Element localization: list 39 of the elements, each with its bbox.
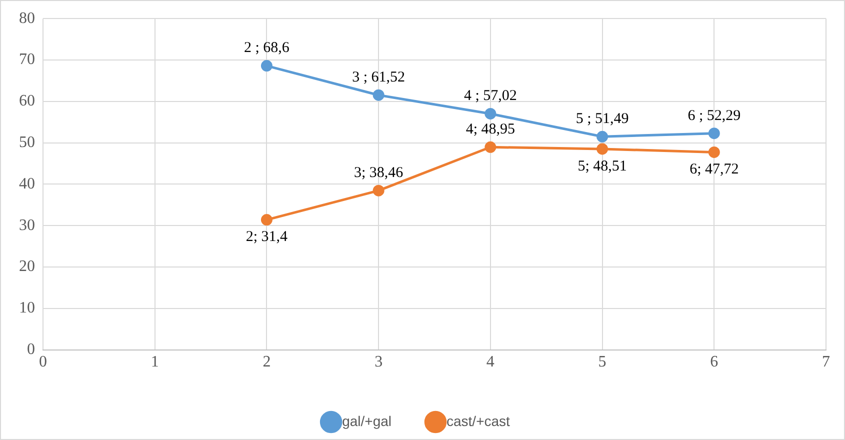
x-tick-label: 3 <box>374 354 383 371</box>
point <box>708 128 720 140</box>
y-tick-label: 20 <box>19 258 35 276</box>
x-tick-label: 5 <box>598 354 606 371</box>
data-label: 4; 48,95 <box>466 122 516 138</box>
x-tick-label: 1 <box>150 354 159 371</box>
legend-label: cast/+cast <box>446 412 510 429</box>
data-label: 6 ; 52,29 <box>688 108 741 124</box>
point <box>260 60 272 72</box>
y-tick-label: 60 <box>19 92 35 110</box>
data-label: 2 ; 68,6 <box>244 40 290 56</box>
data-label: 6; 47,72 <box>690 162 739 178</box>
x-tick-label: 6 <box>710 354 718 371</box>
data-label: 2; 31,4 <box>246 229 288 246</box>
point <box>260 214 272 226</box>
point <box>596 143 608 155</box>
point <box>484 108 496 120</box>
y-tick-label: 80 <box>19 10 35 27</box>
legend-label: gal/+gal <box>342 412 392 429</box>
point <box>596 130 608 142</box>
point <box>372 89 384 101</box>
data-label: 5 ; 51,49 <box>576 111 629 128</box>
x-tick-label: 7 <box>822 354 830 371</box>
point <box>372 184 384 196</box>
y-tick-label: 0 <box>27 341 35 358</box>
y-tick-label: 30 <box>19 216 35 234</box>
y-tick-label: 40 <box>19 175 35 192</box>
x-tick-label: 2 <box>262 354 271 371</box>
point <box>708 146 720 158</box>
data-label: 3; 38,46 <box>354 165 404 182</box>
x-tick-label: 4 <box>486 354 494 371</box>
x-tick-label: 0 <box>39 354 47 371</box>
data-label: 5; 48,51 <box>578 158 627 174</box>
y-tick-label: 10 <box>19 300 35 317</box>
y-tick-label: 50 <box>19 134 35 152</box>
data-label: 3 ; 61,52 <box>352 70 406 86</box>
point <box>484 141 496 153</box>
data-label: 4 ; 57,02 <box>464 88 517 104</box>
y-tick-label: 70 <box>19 51 35 68</box>
